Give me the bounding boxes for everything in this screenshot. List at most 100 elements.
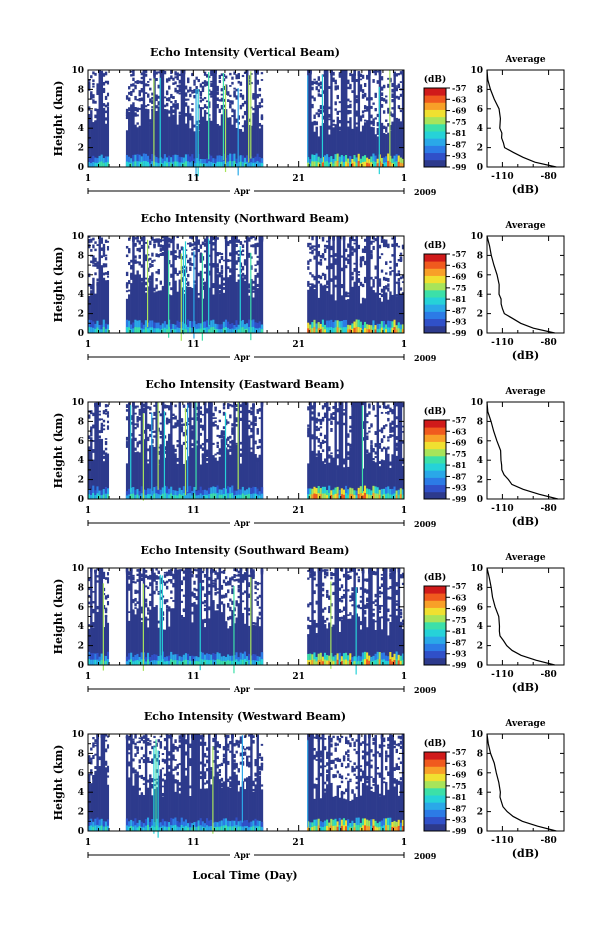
heatmap-bl — [311, 322, 314, 333]
heatmap-speckle — [159, 280, 163, 285]
heatmap-speckle — [157, 451, 160, 455]
heatmap-speckle — [104, 239, 108, 243]
heatmap-speckle — [132, 73, 135, 77]
heatmap-bl — [250, 156, 253, 167]
heatmap-bl — [319, 158, 323, 167]
heatmap-speckle — [193, 280, 196, 283]
heatmap-speckle — [313, 255, 316, 260]
heatmap-speckle — [104, 408, 108, 413]
heatmap-bl-core — [125, 327, 129, 333]
heatmap-speckle — [363, 119, 367, 122]
heatmap-bl-core — [393, 327, 396, 333]
heatmap-speckle — [372, 245, 375, 250]
heatmap-speckle — [155, 575, 158, 580]
heatmap-speckle — [376, 70, 380, 73]
heatmap-speckle — [102, 246, 106, 250]
heatmap-speckle — [180, 427, 184, 433]
heatmap-bl-core — [208, 329, 211, 333]
heatmap-column — [134, 124, 137, 167]
heatmap-column — [368, 71, 371, 167]
heatmap-speckle — [256, 428, 259, 432]
heatmap-bl — [212, 652, 215, 665]
heatmap-bl — [370, 325, 373, 333]
heatmap-column — [243, 280, 247, 333]
heatmap-speckle — [130, 569, 133, 573]
heatmap-bl-core — [319, 659, 323, 665]
heatmap-streak — [159, 574, 161, 663]
heatmap-bl-core — [351, 494, 354, 499]
colorbar-segment — [424, 448, 446, 457]
heatmap-speckle — [88, 435, 91, 440]
heatmap-speckle — [231, 427, 234, 431]
heatmap-speckle — [237, 573, 240, 577]
heatmap-column — [338, 402, 342, 499]
heatmap-column — [361, 468, 365, 499]
heatmap-speckle — [214, 582, 217, 585]
heatmap-speckle — [128, 86, 131, 90]
heatmap-speckle — [370, 444, 373, 449]
heatmap-speckle — [146, 267, 150, 272]
heatmap-speckle — [227, 99, 230, 103]
heatmap-speckle — [180, 71, 184, 74]
heatmap-speckle — [149, 426, 152, 432]
heatmap-speckle — [201, 256, 205, 261]
heatmap-bl — [227, 486, 230, 499]
heatmap-column — [359, 131, 363, 167]
heatmap-bl — [104, 323, 108, 333]
heatmap-bl-core — [241, 327, 245, 333]
heatmap-bl — [370, 656, 373, 665]
heatmap-column — [189, 128, 192, 167]
heatmap-bl-core — [246, 660, 249, 665]
heatmap-bl-core — [252, 493, 255, 499]
heatmap-bl — [319, 488, 323, 499]
heatmap-speckle — [214, 424, 217, 427]
heatmap-column — [374, 294, 377, 333]
heatmap-speckle — [153, 71, 156, 76]
heatmap-speckle — [256, 601, 259, 606]
heatmap-bl — [387, 486, 390, 499]
heatmap-speckle — [218, 275, 222, 278]
heatmap-bl-core — [317, 493, 321, 499]
heatmap-speckle — [391, 429, 394, 433]
heatmap-speckle — [174, 100, 177, 104]
heatmap-speckle — [319, 444, 323, 449]
heatmap-speckle — [224, 419, 228, 422]
heatmap-speckle — [399, 402, 403, 406]
heatmap-speckle — [98, 410, 101, 413]
heatmap-bl — [372, 153, 375, 167]
heatmap-speckle — [355, 589, 358, 593]
heatmap-speckle — [319, 105, 323, 110]
heatmap-speckle — [315, 436, 318, 440]
heatmap-column — [372, 127, 375, 167]
heatmap-speckle — [366, 602, 369, 607]
heatmap-bl-core — [385, 493, 388, 499]
heatmap-bl — [252, 158, 255, 167]
heatmap-column — [140, 104, 144, 167]
heatmap-bl-core — [205, 495, 209, 499]
heatmap-speckle — [157, 446, 160, 449]
heatmap-bl — [149, 320, 152, 333]
colorbar-segment — [424, 289, 446, 298]
heatmap-speckle — [239, 241, 243, 244]
heatmap-speckle — [170, 597, 173, 599]
heatmap-speckle — [172, 425, 175, 429]
heatmap-speckle — [178, 79, 181, 84]
heatmap-speckle — [197, 126, 200, 131]
heatmap-speckle — [220, 105, 224, 110]
heatmap-speckle — [187, 78, 190, 84]
heatmap-bl-core — [189, 493, 192, 499]
heatmap-column — [250, 570, 253, 665]
heatmap-bl — [136, 653, 139, 665]
heatmap-speckle — [372, 460, 375, 465]
heatmap-bl — [136, 489, 139, 499]
colorbar-segment — [424, 636, 446, 644]
heatmap-bl-core — [191, 327, 194, 333]
heatmap-speckle — [378, 586, 382, 590]
heatmap-bl-core — [311, 494, 314, 499]
heatmap-streak — [187, 404, 189, 493]
heatmap-speckle — [239, 417, 243, 421]
heatmap-bl-core — [243, 329, 247, 333]
heatmap-speckle — [92, 238, 95, 241]
heatmap-bl-core — [366, 494, 369, 499]
heatmap-bl — [149, 657, 152, 665]
